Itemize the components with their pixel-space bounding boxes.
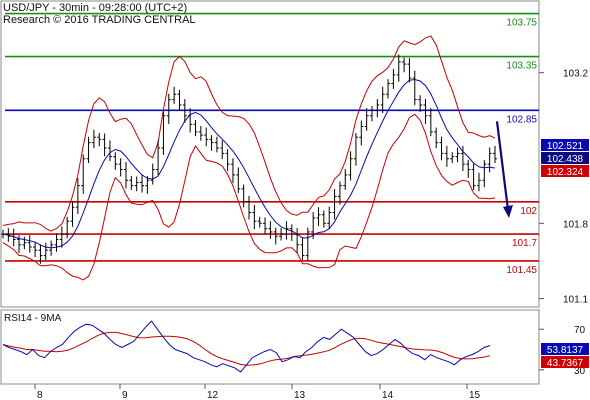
- level-label: 102.85: [506, 114, 537, 125]
- forecast-arrow-shaft: [495, 121, 510, 211]
- x-tick-label: 15: [469, 390, 481, 400]
- rsi-tick-label: 30: [574, 366, 586, 377]
- bollinger-bands: [2, 35, 496, 281]
- rsi-tag-label: 43.7367: [547, 358, 584, 369]
- x-tick-label: 9: [122, 390, 128, 400]
- rsi-tag-box: [541, 343, 589, 355]
- forecast-arrow: [495, 121, 513, 218]
- price-tag-label: 102.324: [547, 167, 584, 178]
- x-tick-label: 14: [382, 390, 394, 400]
- rsi-panel: RSI14 - 9MA 70 30 53.8137 43.7367: [2, 313, 589, 377]
- price-tag-label: 102.521: [547, 141, 584, 152]
- rsi-plot-frame: [0, 309, 540, 385]
- chart-subtitle: Research © 2016 TRADING CENTRAL: [3, 14, 196, 26]
- x-tick-label: 8: [37, 390, 43, 400]
- moving-average-line: [2, 78, 496, 249]
- price-plot-frame: [0, 0, 540, 308]
- lower-band-line: [2, 113, 496, 281]
- x-tick-label: 13: [294, 390, 306, 400]
- price-tag-box: [541, 165, 589, 177]
- level-label: 101.45: [506, 265, 537, 276]
- level-label: 103.75: [506, 18, 537, 29]
- rsi-tag-box: [541, 356, 589, 368]
- chart-title: USD/JPY - 30min - 09:28:00 (UTC+2): [3, 2, 188, 14]
- rsi-title: RSI14 - 9MA: [4, 313, 62, 324]
- candles: [1, 54, 497, 264]
- level-lines: 103.75 103.35 102.85 102 101.7 101.45: [5, 12, 539, 276]
- level-label: 101.7: [512, 238, 537, 249]
- upper-band-line: [2, 35, 496, 232]
- forecast-arrow-head: [503, 204, 513, 218]
- y-tick-label: 101.1: [563, 295, 588, 306]
- rsi-tick-label: 70: [574, 325, 586, 336]
- x-tick-label: 12: [207, 390, 219, 400]
- price-y-axis: 103.2 101.8 101.1: [539, 69, 588, 306]
- price-tags: 102.521 102.438 102.324: [541, 139, 589, 178]
- rsi-tag-label: 53.8137: [547, 345, 584, 356]
- y-tick-label: 103.2: [563, 69, 588, 80]
- level-label: 102: [520, 206, 537, 217]
- price-tag-box: [541, 152, 589, 164]
- rsi-line: [2, 320, 491, 373]
- y-tick-label: 101.8: [563, 219, 588, 230]
- price-tag-box: [541, 139, 589, 151]
- price-tag-label: 102.438: [547, 154, 584, 165]
- x-axis: 8 9 12 13 14 15: [34, 384, 481, 400]
- level-label: 103.35: [506, 61, 537, 72]
